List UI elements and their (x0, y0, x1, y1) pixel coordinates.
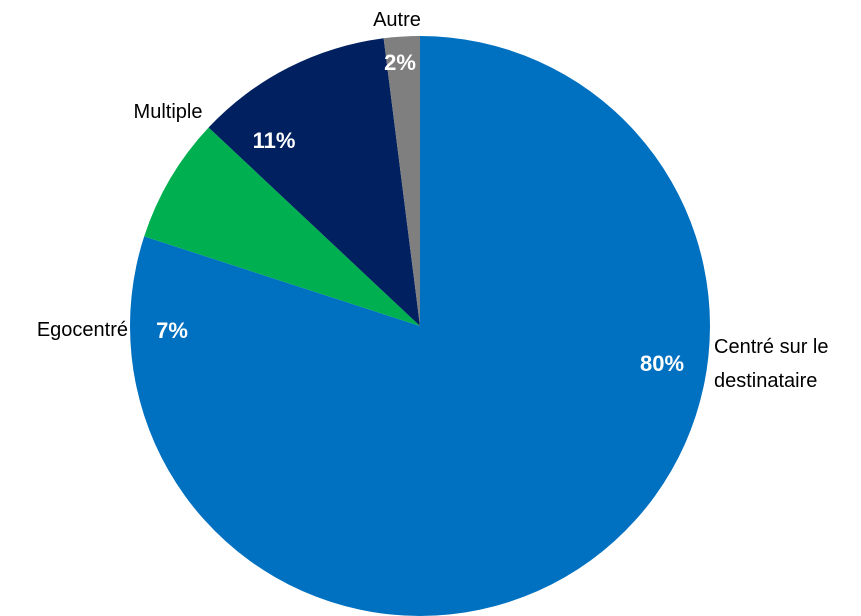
category-label: Multiple (133, 101, 203, 123)
pie-slice (208, 38, 420, 326)
data-label: 7% (156, 318, 188, 343)
data-label: 80% (640, 351, 684, 376)
pie-slice (144, 127, 420, 326)
category-label: Autre (373, 9, 421, 31)
category-label: Centré sur le destinataire (714, 336, 829, 392)
pie-slice (130, 36, 710, 616)
data-label: 11% (253, 128, 296, 153)
category-label: Egocentré (36, 319, 128, 341)
data-label: 2% (384, 50, 416, 75)
pie-slice (383, 36, 420, 326)
